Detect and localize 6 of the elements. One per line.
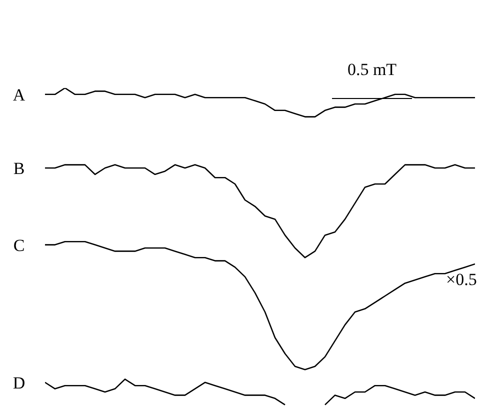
series-label: B: [13, 159, 25, 178]
series-label: C: [13, 236, 25, 255]
series-label: D: [12, 373, 26, 392]
series-label: A: [12, 85, 26, 104]
annotation: ×0.5: [446, 270, 477, 290]
scale-ruler: 0.5 mT: [330, 60, 414, 102]
